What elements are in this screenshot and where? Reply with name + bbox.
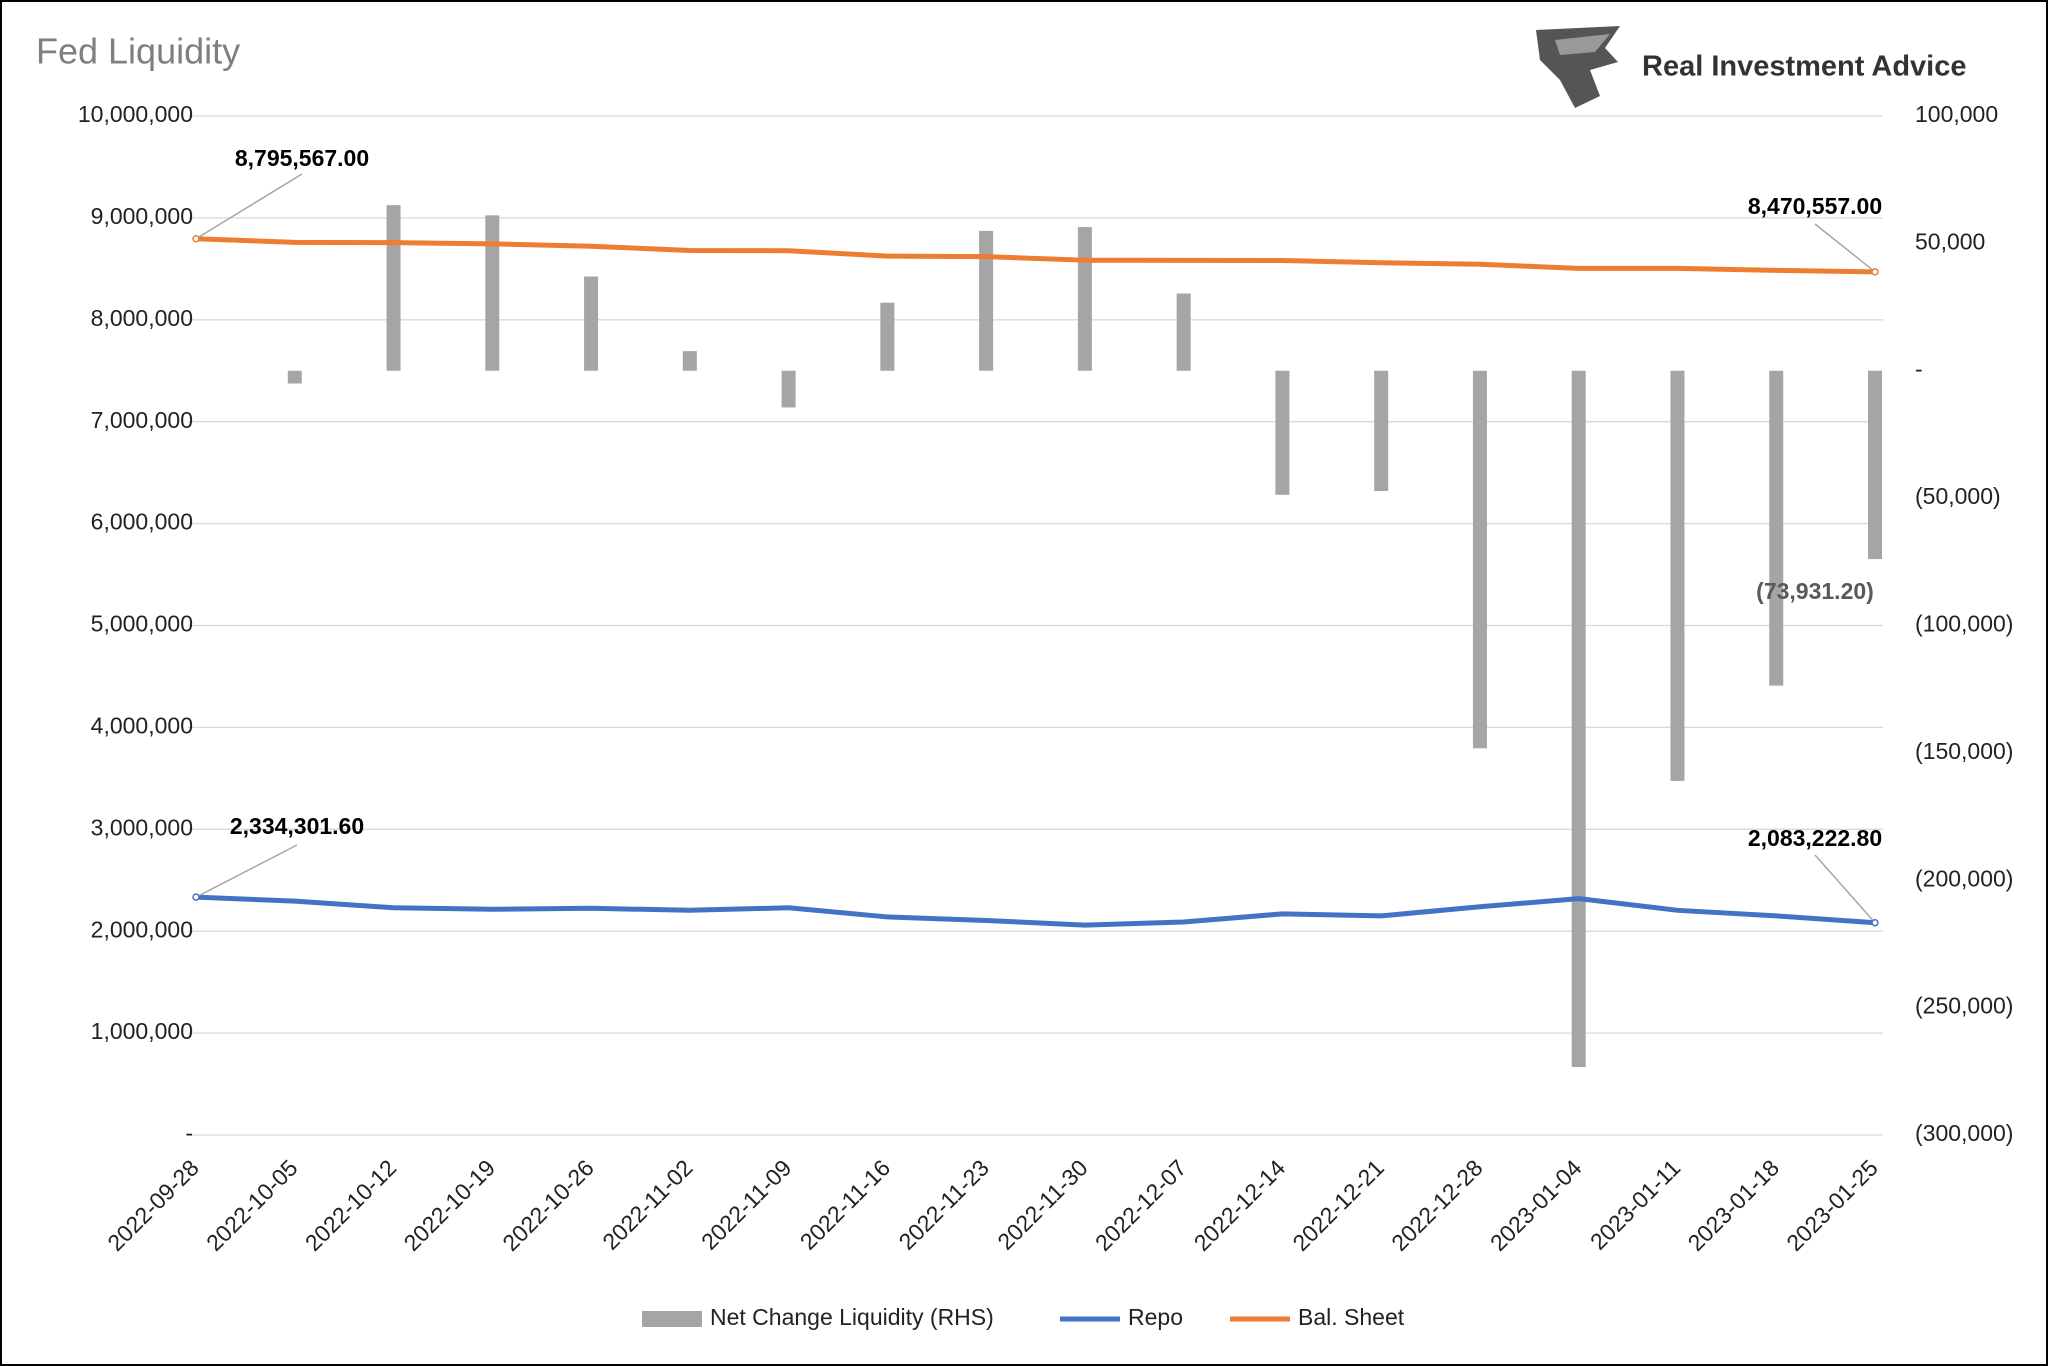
data-label: 8,470,557.00 bbox=[1748, 193, 1882, 219]
bar bbox=[485, 215, 500, 371]
y2-tick-label: 50,000 bbox=[1915, 228, 1985, 254]
data-point bbox=[1871, 268, 1879, 276]
leader-line bbox=[1814, 223, 1876, 273]
y2-tick-label: - bbox=[1915, 356, 1923, 382]
y-tick-label: 10,000,000 bbox=[78, 101, 193, 127]
bar bbox=[287, 370, 302, 384]
legend-label: Net Change Liquidity (RHS) bbox=[710, 1304, 994, 1330]
y2-tick-label: (50,000) bbox=[1915, 483, 2001, 509]
y-tick-label: 7,000,000 bbox=[91, 407, 193, 433]
y-tick-label: - bbox=[185, 1120, 193, 1146]
y2-tick-label: (100,000) bbox=[1915, 611, 2013, 637]
y-tick-label: 8,000,000 bbox=[91, 305, 193, 331]
bar bbox=[1472, 370, 1487, 749]
bar bbox=[1868, 370, 1882, 560]
y2-tick-label: (200,000) bbox=[1915, 865, 2013, 891]
y2-tick-label: (250,000) bbox=[1915, 993, 2013, 1019]
legend-label: Bal. Sheet bbox=[1298, 1304, 1405, 1330]
bar bbox=[1769, 370, 1784, 686]
y2-tick-label: 100,000 bbox=[1915, 101, 1998, 127]
brand-logo bbox=[1536, 26, 1620, 108]
data-label: (73,931.20) bbox=[1756, 578, 1874, 604]
data-label: 2,334,301.60 bbox=[230, 813, 364, 839]
bar bbox=[880, 302, 895, 371]
y-tick-label: 2,000,000 bbox=[91, 916, 193, 942]
legend-label: Repo bbox=[1128, 1304, 1183, 1330]
brand-name: Real Investment Advice bbox=[1642, 51, 1967, 83]
legend: Net Change Liquidity (RHS) Repo Bal. Sheet bbox=[642, 1304, 1405, 1330]
leader-line bbox=[1814, 854, 1876, 924]
legend-swatch bbox=[642, 1311, 702, 1327]
bar bbox=[1374, 370, 1389, 491]
bar bbox=[979, 230, 994, 371]
y2-tick-label: (150,000) bbox=[1915, 738, 2013, 764]
data-point bbox=[192, 893, 200, 901]
data-label: 8,795,567.00 bbox=[235, 145, 369, 171]
data-point bbox=[1871, 918, 1879, 927]
chart-title: Fed Liquidity bbox=[36, 31, 240, 72]
y-tick-label: 6,000,000 bbox=[91, 509, 193, 535]
data-point bbox=[192, 234, 200, 243]
bar bbox=[1176, 293, 1191, 371]
bar bbox=[1670, 370, 1685, 781]
y2-tick-label: (300,000) bbox=[1915, 1120, 2013, 1146]
leader-line bbox=[195, 844, 298, 898]
bar bbox=[682, 351, 697, 371]
bar bbox=[1571, 370, 1586, 1067]
y-tick-label: 4,000,000 bbox=[91, 712, 193, 738]
y-tick-label: 5,000,000 bbox=[91, 611, 193, 637]
line bbox=[195, 236, 1876, 275]
bar bbox=[1275, 370, 1290, 495]
bar bbox=[584, 276, 599, 371]
line bbox=[195, 894, 1876, 928]
y-tick-label: 1,000,000 bbox=[91, 1018, 193, 1044]
bar bbox=[386, 205, 401, 371]
y-tick-label: 9,000,000 bbox=[91, 203, 193, 229]
y-tick-label: 3,000,000 bbox=[91, 814, 193, 840]
bar bbox=[781, 370, 796, 408]
bar bbox=[1077, 227, 1092, 371]
leader-line bbox=[195, 173, 303, 240]
data-label: 2,083,222.80 bbox=[1748, 825, 1882, 851]
